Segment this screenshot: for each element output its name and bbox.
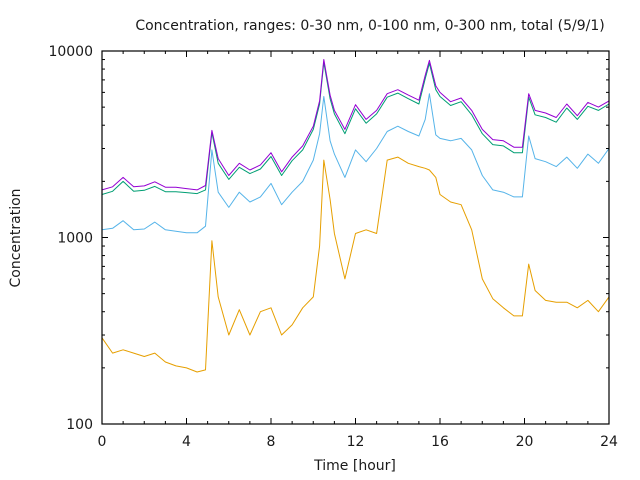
y-tick-label: 10000 [48,44,93,60]
x-tick-label: 16 [431,434,449,450]
x-tick-label: 12 [347,434,365,450]
x-tick-labels: 0 4 8 12 16 20 24 [98,434,618,450]
y-axis-label: Concentration [8,188,24,287]
series-line-total [101,59,610,191]
chart-title: Concentration, ranges: 0-30 nm, 0-100 nm… [135,18,604,34]
y-tick-label: 1000 [57,231,93,247]
x-tick-label: 0 [98,434,107,450]
series-line-0-100-nm [101,93,610,234]
x-tick-label: 20 [516,434,534,450]
x-tick-label: 8 [267,434,276,450]
x-tick-label: 4 [182,434,191,450]
series-layer [101,59,610,373]
series-line-0-300-nm [101,61,610,195]
series-line-0-30-nm [101,156,610,373]
y-tick-labels: 100 1000 10000 [48,44,93,433]
x-axis-label: Time [hour] [313,458,396,474]
ticks-layer [101,50,610,425]
y-tick-label: 100 [66,417,93,433]
x-tick-label: 24 [600,434,618,450]
plot-frame [101,50,610,425]
